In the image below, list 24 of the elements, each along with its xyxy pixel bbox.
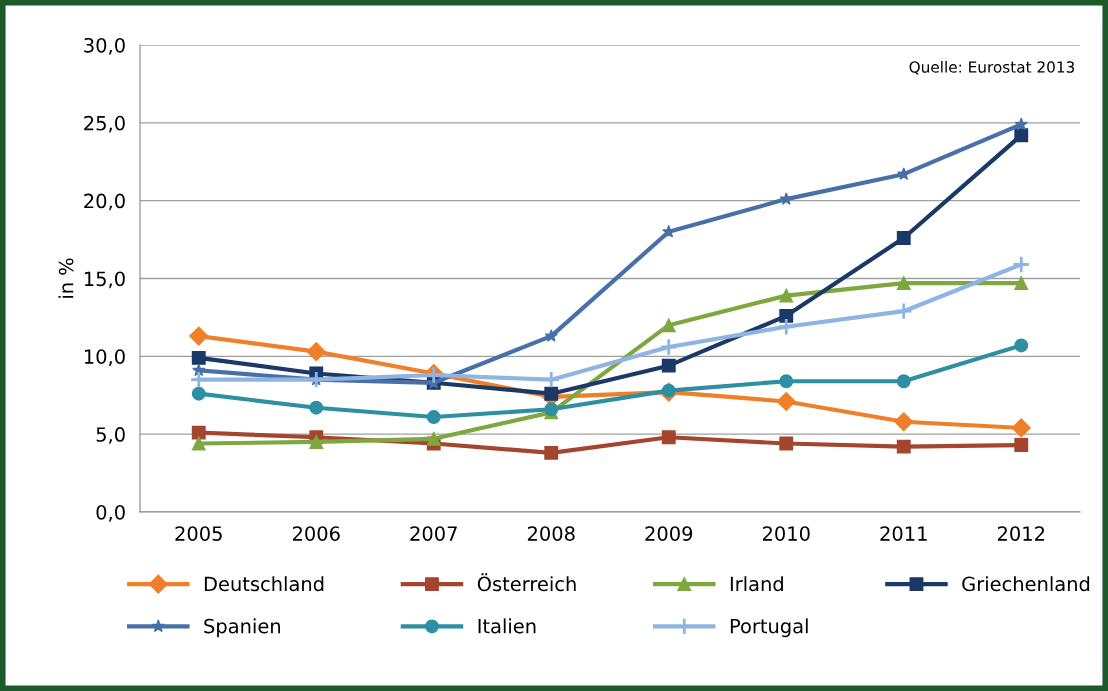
legend-label: Griechenland [962,576,1090,592]
x-tick-label: 2012 [997,526,1045,541]
x-tick-label: 2008 [527,526,575,541]
annotation: Quelle: Eurostat 2013 [909,60,1075,75]
x-tick-label: 2010 [762,526,810,541]
x-tick-label: 2011 [880,526,927,541]
x-tick-label: 2006 [292,526,340,541]
y-tick-label: 25,0 [84,115,125,133]
x-tick-label: 2009 [645,526,693,541]
legend-label: Portugal [730,618,808,638]
y-tick-label: 0,0 [96,504,125,522]
x-tick-label: 2007 [410,526,457,541]
y-tick-label: 5,0 [96,427,125,444]
legend-label: Irland [730,576,783,592]
y-axis-title: in % [58,258,74,298]
legend-label: Spanien [204,618,280,638]
y-tick-label: 15,0 [84,271,125,289]
y-tick-label: 10,0 [84,349,125,366]
y-tick-label: 30,0 [84,37,125,55]
legend-label: Italien [478,618,536,634]
legend-label: Deutschland [204,576,324,592]
x-tick-label: 2005 [175,526,222,541]
legend-label: Österreich [477,573,576,592]
y-tick-label: 20,0 [84,193,125,211]
